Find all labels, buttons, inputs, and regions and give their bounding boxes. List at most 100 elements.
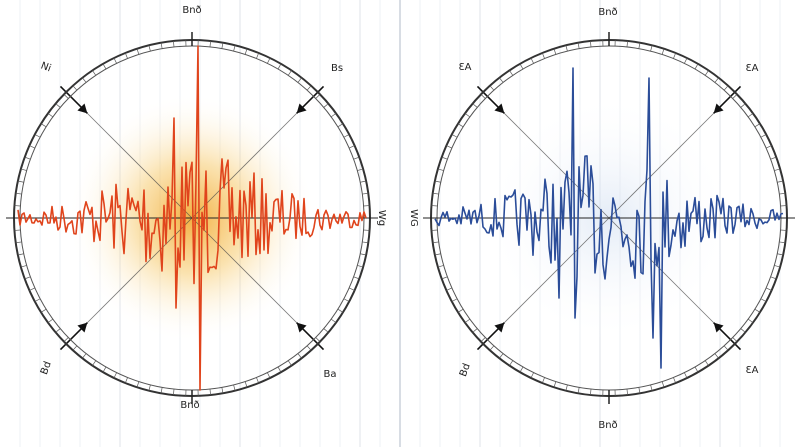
ring-tick	[337, 308, 344, 313]
ring-tick	[770, 276, 777, 280]
ring-tick	[15, 192, 22, 195]
ring-tick	[451, 134, 458, 138]
left-panel	[6, 32, 378, 404]
label-bottom: Bnð	[598, 420, 617, 431]
ring-tick	[673, 52, 677, 59]
ring-tick	[209, 40, 211, 47]
ring-tick	[277, 63, 282, 70]
label-side: WG	[408, 209, 419, 227]
arrow-head	[713, 322, 724, 333]
waveform	[434, 67, 784, 369]
label-bottom-left: Bd	[39, 360, 54, 376]
ring-tick	[747, 318, 754, 323]
ring-tick	[72, 85, 78, 91]
ring-tick	[72, 345, 78, 351]
ring-tick	[437, 168, 444, 171]
ring-tick	[148, 384, 151, 391]
ring-tick	[29, 145, 36, 149]
ring-tick	[472, 103, 478, 108]
ring-tick	[40, 123, 47, 128]
ring-tick	[343, 298, 350, 302]
ring-tick	[765, 287, 772, 291]
ring-tick	[577, 42, 580, 49]
ring-tick	[519, 63, 524, 70]
ring-tick	[723, 345, 729, 351]
ring-tick	[779, 192, 786, 195]
ring-tick	[360, 180, 367, 183]
ring-tick	[714, 77, 719, 83]
ring-tick	[489, 345, 495, 351]
arrow-head	[77, 103, 88, 114]
ring-tick	[489, 85, 495, 91]
ring-tick	[160, 387, 163, 394]
label-bottom-right: Ba	[324, 369, 337, 380]
ring-tick	[740, 103, 746, 108]
ring-tick	[337, 123, 344, 128]
ring-tick	[441, 276, 448, 280]
ring-tick	[530, 57, 534, 64]
ring-tick	[267, 372, 271, 379]
ring-tick	[661, 48, 665, 55]
ring-tick	[779, 241, 786, 244]
ring-tick	[541, 377, 545, 384]
ring-tick	[315, 94, 321, 99]
ring-tick	[92, 360, 97, 366]
ring-tick	[565, 45, 568, 52]
ring-tick	[770, 156, 777, 160]
ring-tick	[209, 389, 211, 396]
ring-tick	[530, 372, 534, 379]
ring-tick	[732, 337, 738, 342]
ring-tick	[63, 94, 69, 99]
ring-tick	[160, 42, 163, 49]
ring-tick	[499, 77, 504, 83]
ring-tick	[754, 123, 761, 128]
label-top: Bnð	[598, 7, 617, 18]
ring-tick	[441, 156, 448, 160]
ring-tick	[464, 113, 471, 118]
arrow-head	[296, 322, 307, 333]
ring-tick	[723, 85, 729, 91]
ring-tick	[244, 381, 248, 388]
ring-tick	[343, 134, 350, 138]
ring-tick	[472, 328, 478, 333]
ring-tick	[777, 180, 784, 183]
ring-tick	[330, 113, 337, 118]
ring-tick	[256, 52, 260, 59]
ring-tick	[63, 337, 69, 342]
ring-tick	[233, 384, 236, 391]
ring-tick	[434, 253, 441, 256]
ring-tick	[20, 168, 27, 171]
ring-tick	[55, 328, 61, 333]
ring-tick	[480, 337, 486, 342]
ring-tick	[256, 377, 260, 384]
ring-tick	[323, 328, 329, 333]
ring-tick	[638, 42, 641, 49]
ring-tick	[446, 145, 453, 149]
ring-tick	[24, 276, 31, 280]
ring-tick	[323, 103, 329, 108]
ring-tick	[55, 103, 61, 108]
ring-tick	[754, 308, 761, 313]
waveform	[17, 45, 367, 391]
ring-tick	[437, 265, 444, 268]
arrow-head	[494, 322, 505, 333]
ring-tick	[362, 192, 369, 195]
ring-tick	[694, 63, 699, 70]
ring-tick	[233, 45, 236, 52]
ring-tick	[457, 308, 464, 313]
ring-tick	[626, 389, 628, 396]
ring-tick	[684, 57, 688, 64]
ring-tick	[553, 48, 557, 55]
ring-tick	[661, 381, 665, 388]
ring-tick	[29, 287, 36, 291]
ring-tick	[315, 337, 321, 342]
label-bottom: Bnð	[180, 400, 199, 411]
ring-tick	[82, 77, 87, 83]
ring-tick	[541, 52, 545, 59]
label-side: Wg	[376, 210, 387, 226]
ring-tick	[173, 389, 175, 396]
ring-tick	[740, 328, 746, 333]
ring-tick	[357, 265, 364, 268]
